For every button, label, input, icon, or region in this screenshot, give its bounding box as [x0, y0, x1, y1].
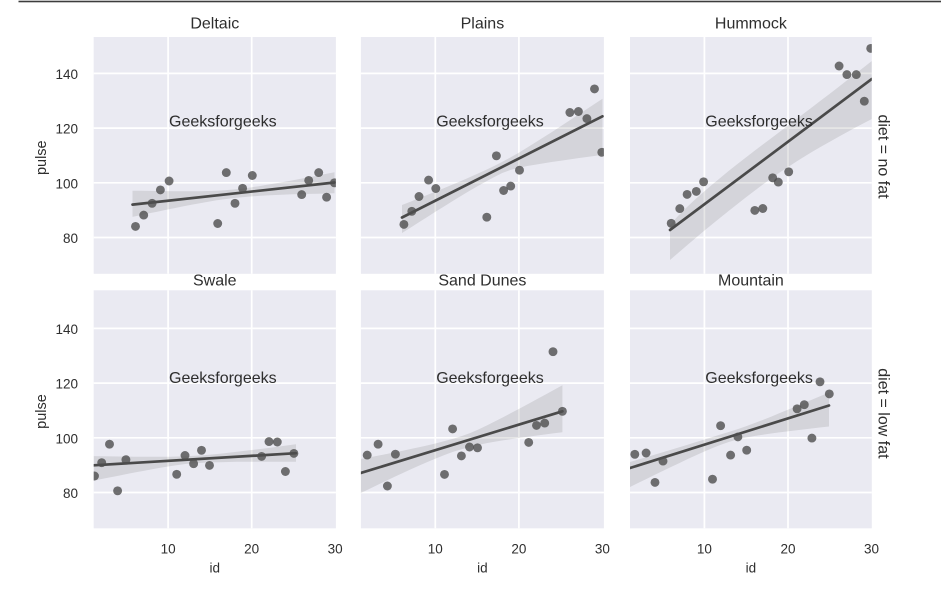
svg-text:id: id [210, 561, 221, 576]
svg-text:Geeksforgeeks: Geeksforgeeks [705, 114, 813, 131]
svg-text:Deltaic: Deltaic [190, 15, 239, 32]
svg-text:Sand Dunes: Sand Dunes [438, 272, 526, 289]
svg-text:pulse: pulse [34, 394, 50, 429]
svg-text:30: 30 [328, 542, 343, 557]
svg-text:Geeksforgeeks: Geeksforgeeks [169, 114, 277, 131]
svg-text:Mountain: Mountain [718, 272, 784, 289]
svg-text:id: id [746, 561, 757, 576]
svg-text:diet = low fat: diet = low fat [875, 368, 892, 459]
svg-text:10: 10 [161, 542, 176, 557]
svg-text:id: id [477, 561, 488, 576]
svg-text:30: 30 [595, 542, 610, 557]
svg-text:Geeksforgeeks: Geeksforgeeks [436, 370, 544, 387]
svg-text:Geeksforgeeks: Geeksforgeeks [436, 114, 544, 131]
svg-text:20: 20 [780, 542, 795, 557]
svg-text:100: 100 [55, 176, 78, 191]
svg-text:140: 140 [55, 322, 78, 337]
svg-text:100: 100 [55, 431, 78, 446]
svg-text:20: 20 [244, 542, 259, 557]
svg-text:80: 80 [63, 486, 78, 501]
svg-text:Hummock: Hummock [715, 15, 788, 32]
svg-text:diet = no fat: diet = no fat [875, 114, 892, 199]
svg-text:pulse: pulse [34, 140, 50, 175]
svg-text:120: 120 [55, 377, 78, 392]
svg-text:120: 120 [55, 122, 78, 137]
svg-text:Geeksforgeeks: Geeksforgeeks [705, 370, 813, 387]
svg-text:30: 30 [864, 542, 879, 557]
svg-text:Swale: Swale [193, 272, 237, 289]
svg-text:10: 10 [697, 542, 712, 557]
svg-text:80: 80 [63, 231, 78, 246]
svg-text:Plains: Plains [461, 15, 505, 32]
svg-text:10: 10 [428, 542, 443, 557]
svg-text:Geeksforgeeks: Geeksforgeeks [169, 370, 277, 387]
svg-text:140: 140 [55, 67, 78, 82]
svg-text:20: 20 [511, 542, 526, 557]
